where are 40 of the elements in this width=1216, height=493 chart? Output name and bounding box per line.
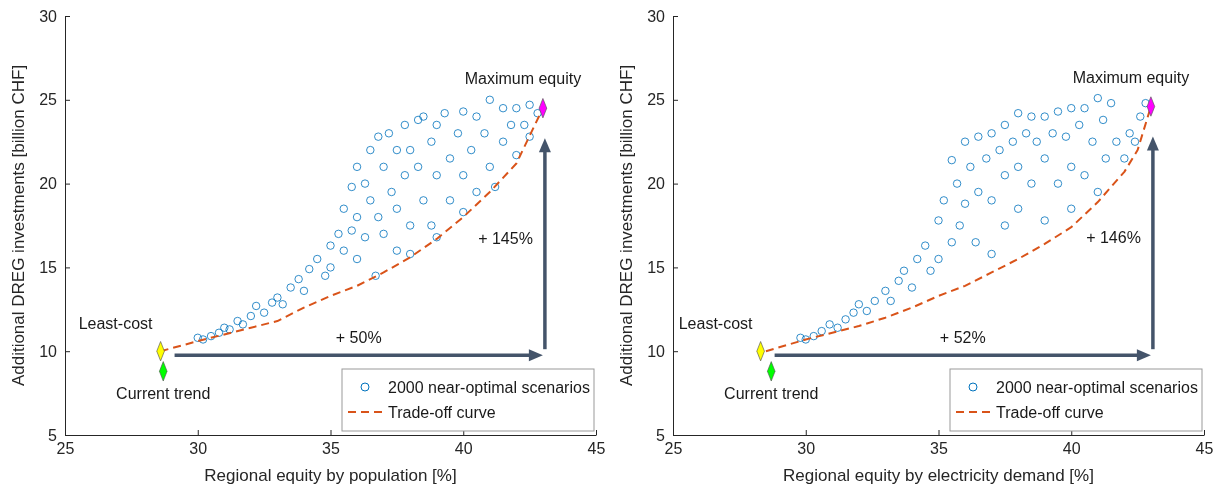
y-tick-label: 10	[647, 342, 666, 360]
annotation: Least-cost	[678, 315, 754, 333]
x-tick-label: 40	[1062, 440, 1081, 458]
annotation: + 52%	[939, 329, 986, 347]
y-tick-label: 25	[39, 91, 58, 109]
x-tick-label: 25	[56, 440, 75, 458]
x-tick-label: 35	[930, 440, 948, 458]
annotation: Current trend	[116, 385, 211, 403]
legend-label: Trade-off curve	[388, 404, 496, 421]
y-tick-label: 20	[39, 175, 58, 193]
annotation: + 50%	[335, 329, 382, 347]
x-tick-label: 45	[1195, 440, 1214, 458]
y-tick-label: 5	[48, 426, 58, 444]
annotation: + 145%	[478, 229, 533, 247]
y-axis-title: Additional DREG investments [billion CHF]	[9, 64, 28, 387]
y-tick-label: 30	[647, 7, 666, 25]
legend-label: Trade-off curve	[996, 404, 1104, 421]
y-tick-label: 25	[647, 91, 666, 109]
y-tick-label: 15	[39, 259, 58, 277]
x-tick-label: 45	[587, 440, 606, 458]
annotation: Maximum equity	[1072, 68, 1190, 86]
annotation: Maximum equity	[464, 70, 582, 88]
x-tick-label: 30	[189, 440, 208, 458]
x-tick-label: 25	[664, 440, 683, 458]
annotation: Current trend	[724, 385, 819, 403]
y-axis-title: Additional DREG investments [billion CHF]	[617, 64, 636, 387]
y-tick-label: 10	[39, 342, 58, 360]
annotation: + 146%	[1086, 228, 1141, 246]
annotation: Least-cost	[78, 315, 154, 333]
x-tick-label: 30	[797, 440, 816, 458]
x-tick-label: 40	[454, 440, 473, 458]
y-tick-label: 30	[39, 7, 58, 25]
y-tick-label: 15	[647, 259, 666, 277]
y-tick-label: 5	[656, 426, 666, 444]
y-tick-label: 20	[647, 175, 666, 193]
x-axis-title: Regional equity by electricity demand [%]	[783, 466, 1094, 485]
legend-label: 2000 near-optimal scenarios	[996, 379, 1198, 396]
x-axis-title: Regional equity by population [%]	[204, 466, 457, 485]
legend-label: 2000 near-optimal scenarios	[388, 379, 590, 396]
x-tick-label: 35	[322, 440, 340, 458]
